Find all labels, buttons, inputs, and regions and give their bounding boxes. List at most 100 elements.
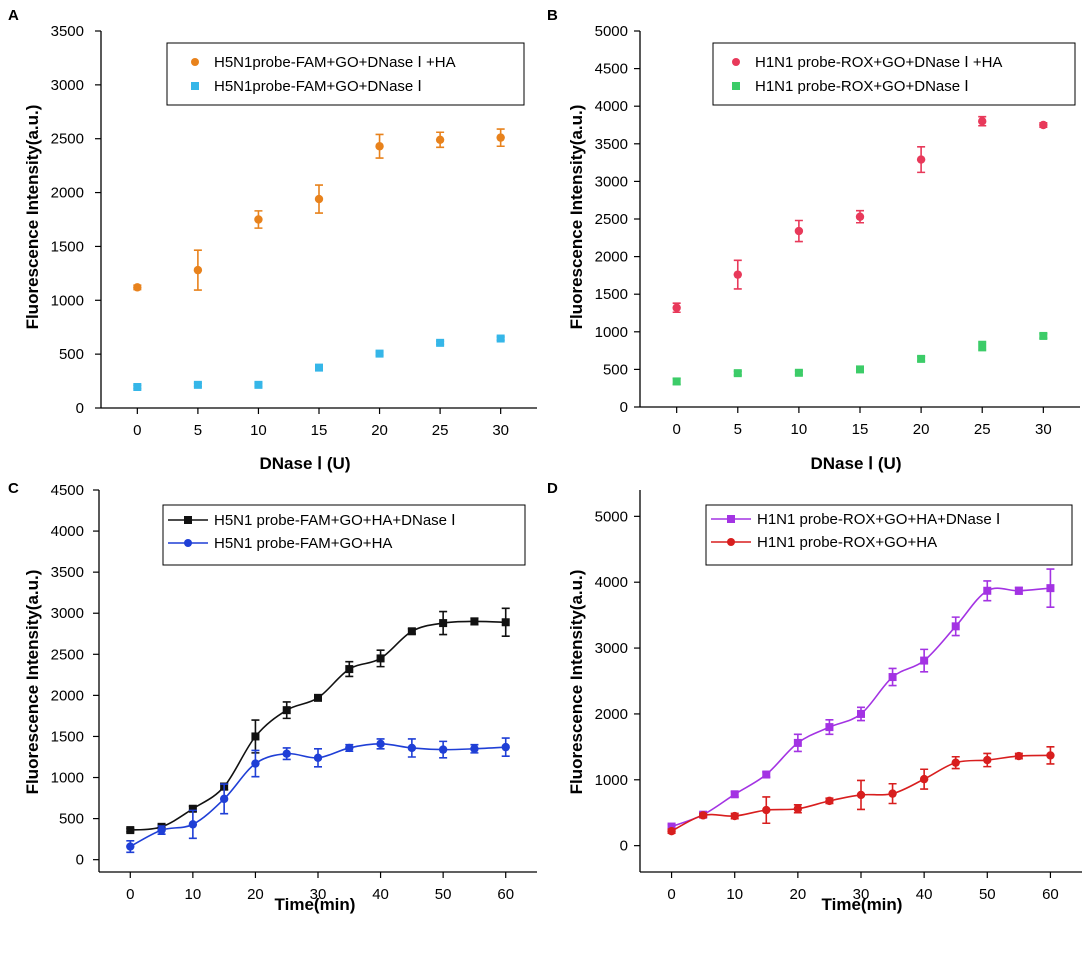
panel-a-legend-marker-2 bbox=[191, 82, 199, 90]
panel-b-y-tick-label: 2500 bbox=[595, 211, 628, 228]
panel-c-x-tick-label: 60 bbox=[497, 886, 514, 903]
panel-b-x-tick-label: 30 bbox=[1035, 421, 1052, 438]
panel-d-x-axis-title: Time(min) bbox=[822, 895, 903, 914]
panel-c: 0 10 20 30 40 50 60 0 500 1000 1500 2000 2500 3000 350… bbox=[8, 480, 537, 914]
panel-b-x-tick-label: 5 bbox=[734, 421, 742, 438]
panel-d-x-tick-label: 20 bbox=[790, 886, 807, 903]
panel-c-y-tick-label: 4500 bbox=[51, 482, 84, 499]
panel-b-data-point bbox=[917, 354, 926, 363]
panel-c-legend-entry-2: H5N1 probe-FAM+GO+HA bbox=[168, 535, 392, 552]
panel-b-data-point bbox=[1039, 120, 1048, 130]
panel-c-series-2 bbox=[126, 737, 510, 854]
panel-a-x-tick-label: 20 bbox=[371, 422, 388, 439]
panel-b: 0 5 10 15 20 25 30 0 500 1000 1500 2000 2500 3000 3500… bbox=[547, 7, 1080, 473]
panel-b-x-tick-label: 20 bbox=[913, 421, 930, 438]
panel-d-x-tick-label: 10 bbox=[726, 886, 743, 903]
panel-d-y-tick-label: 5000 bbox=[595, 508, 628, 525]
panel-a-data-point bbox=[375, 349, 384, 358]
panel-d-legend-label-1: H1N1 probe-ROX+GO+HA+DNase Ⅰ bbox=[757, 511, 1000, 528]
panel-d-y-tick-label: 1000 bbox=[595, 772, 628, 789]
panel-a-legend-label-2: H5N1probe-FAM+GO+DNase Ⅰ bbox=[214, 78, 422, 95]
panel-c-x-tick-label: 30 bbox=[310, 886, 327, 903]
panel-b-y-tick-label: 500 bbox=[603, 361, 628, 378]
panel-c-data-point bbox=[376, 654, 385, 663]
panel-a-series-2 bbox=[133, 334, 505, 391]
panel-d-series-1 bbox=[667, 568, 1055, 831]
panel-a-y-tick-label: 500 bbox=[59, 346, 84, 363]
panel-b-data-point bbox=[856, 365, 864, 374]
panel-a-y-tick-label: 3000 bbox=[51, 77, 84, 94]
panel-a-x-tick-label: 5 bbox=[194, 422, 202, 439]
panel-b-data-point bbox=[672, 303, 681, 312]
panel-a-y-tick-label: 3500 bbox=[51, 23, 84, 40]
panel-a-x-tick-label: 15 bbox=[311, 422, 328, 439]
panel-c-data-point bbox=[470, 617, 479, 626]
panel-c-data-point bbox=[126, 842, 135, 851]
panel-a-data-point bbox=[314, 194, 324, 204]
panel-b-y-tick-label: 0 bbox=[620, 399, 628, 416]
panel-a-x-tick-label: 0 bbox=[133, 422, 141, 439]
panel-d-data-point bbox=[825, 796, 834, 806]
panel-a-x-tick-label: 10 bbox=[250, 422, 267, 439]
panel-c-y-axis-title: Fluorescence Intensity(a.u.) bbox=[23, 570, 42, 795]
panel-d-data-point bbox=[762, 805, 771, 815]
panel-b-y-tick-label: 4000 bbox=[595, 98, 628, 115]
panel-a-data-point bbox=[254, 215, 263, 224]
panel-b-data-point bbox=[916, 155, 926, 164]
panel-c-y-tick-label: 4000 bbox=[51, 523, 84, 540]
panel-d: 0 10 20 30 40 50 60 0 1000 2000 3000 4000 5000 D Tim… bbox=[547, 480, 1082, 914]
panel-a-data-point bbox=[435, 135, 445, 144]
panel-d-x-tick-label: 60 bbox=[1042, 886, 1059, 903]
panel-c-data-point bbox=[282, 749, 291, 758]
panel-d-data-point bbox=[951, 622, 960, 631]
panel-c-label: C bbox=[8, 480, 19, 497]
panel-d-y-axis-title: Fluorescence Intensity(a.u.) bbox=[567, 570, 586, 795]
panel-b-y-tick-label: 3500 bbox=[595, 136, 628, 153]
panel-c-x-axis-title: Time(min) bbox=[275, 895, 356, 914]
panel-b-legend-entry-2: H1N1 probe-ROX+GO+DNase Ⅰ bbox=[732, 78, 969, 95]
panel-b-y-tick-label: 3000 bbox=[595, 173, 628, 190]
panel-c-data-point bbox=[345, 743, 354, 753]
panel-d-x-tick-label: 50 bbox=[979, 886, 996, 903]
panel-c-series-1-line bbox=[130, 620, 506, 831]
panel-d-data-point bbox=[1046, 751, 1055, 760]
panel-a-data-point bbox=[254, 380, 263, 389]
panel-a-x-axis-title: DNase Ⅰ (U) bbox=[260, 454, 351, 473]
panel-d-data-point bbox=[825, 723, 834, 732]
panel-b-legend bbox=[712, 42, 1076, 106]
panel-b-legend-entry-1: H1N1 probe-ROX+GO+DNase Ⅰ +HA bbox=[732, 54, 1002, 71]
panel-d-data-point bbox=[1014, 751, 1024, 761]
panel-c-data-point bbox=[345, 665, 354, 674]
panel-c-y-tick-label: 1500 bbox=[51, 728, 84, 745]
panel-d-legend bbox=[705, 504, 1073, 566]
panel-a-plot: 0 5 10 15 20 25 30 0 500 1000 1500 2000 2500 3000 3500 bbox=[51, 23, 537, 439]
panel-d-y-tick-label: 2000 bbox=[595, 706, 628, 723]
panel-c-data-point bbox=[282, 706, 291, 715]
panel-c-plot: 0 10 20 30 40 50 60 0 500 1000 1500 2000 2500 3000 350… bbox=[51, 482, 537, 903]
panel-d-legend-marker-1 bbox=[727, 515, 735, 523]
panel-b-data-point bbox=[1039, 331, 1048, 340]
panel-b-label: B bbox=[547, 7, 558, 24]
panel-c-legend-label-1: H5N1 probe-FAM+GO+HA+DNase Ⅰ bbox=[214, 512, 456, 529]
panel-b-data-point bbox=[672, 377, 681, 386]
panel-c-y-tick-label: 3500 bbox=[51, 564, 84, 581]
panel-c-data-point bbox=[188, 804, 197, 813]
panel-c-y-tick-label: 1000 bbox=[51, 770, 84, 787]
panel-a-y-tick-label: 0 bbox=[76, 400, 84, 417]
panel-d-data-point bbox=[667, 822, 676, 831]
panel-c-x-tick-label: 50 bbox=[435, 886, 452, 903]
panel-c-y-tick-label: 2500 bbox=[51, 646, 84, 663]
panel-c-data-point bbox=[501, 742, 510, 752]
panel-d-y-tick-label: 0 bbox=[620, 838, 628, 855]
panel-b-x-axis-title: DNase Ⅰ (U) bbox=[811, 454, 902, 473]
panel-d-data-point bbox=[730, 811, 739, 821]
panel-a-y-tick-label: 2000 bbox=[51, 185, 84, 202]
panel-c-data-point bbox=[439, 619, 448, 628]
panel-a: 0 5 10 15 20 25 30 0 500 1000 1500 2000 2500 3000 3500… bbox=[8, 7, 537, 473]
panel-a-y-tick-label: 1500 bbox=[51, 238, 84, 255]
panel-c-x-tick-label: 10 bbox=[185, 886, 202, 903]
panel-c-data-point bbox=[188, 820, 198, 829]
panel-a-legend-label-1: H5N1probe-FAM+GO+DNase Ⅰ +HA bbox=[214, 54, 456, 71]
panel-b-y-tick-label: 1500 bbox=[595, 286, 628, 303]
panel-a-data-point bbox=[193, 380, 202, 389]
